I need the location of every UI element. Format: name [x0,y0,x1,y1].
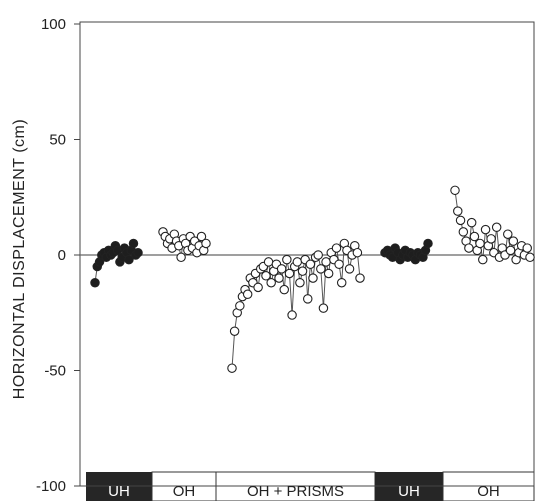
data-point [90,277,100,288]
data-point [453,206,463,216]
trial-connector [231,331,236,369]
data-point [486,234,496,244]
data-point [274,273,284,283]
data-point [287,310,297,320]
data-point [229,326,240,336]
data-point [458,227,469,237]
data-point [491,222,502,233]
data-point [124,254,134,265]
data-point [295,277,305,288]
data-point [478,254,488,265]
y-axis-title: HORIZONTAL DISPLACEMENT (cm) [11,119,28,399]
data-point [305,259,316,269]
data-point [321,257,331,267]
data-point [276,264,287,274]
data-point [331,243,342,253]
data-point [334,259,344,269]
condition-label: OH + PRISMS [247,483,344,500]
trial-connector [307,264,311,299]
data-point [133,247,143,258]
condition-label: UH [108,483,130,500]
condition-label: OH [477,483,500,500]
data-point [505,245,516,256]
condition-label: OH [173,483,196,500]
data-point [227,363,237,373]
data-point [292,257,303,267]
y-tick-label: -50 [44,363,66,380]
data-point [344,264,355,274]
trial-connector [291,266,296,316]
data-point [464,243,474,253]
data-point [196,231,207,242]
data-point [450,185,460,196]
data-point [455,215,466,226]
trial-connector [304,259,309,299]
condition-label: UH [398,483,420,500]
y-tick-label: 0 [58,247,66,264]
data-point [263,257,274,267]
data-point [423,238,433,249]
trial-connector [288,273,293,316]
data-point [266,277,276,288]
data-point [297,266,308,276]
data-point [318,303,329,313]
y-tick-label: -100 [36,478,66,495]
data-point [303,294,313,304]
data-point [355,273,365,283]
data-point [352,247,363,258]
data-point [261,271,271,281]
data-point [475,238,485,249]
data-point [242,289,253,300]
data-point [308,273,318,283]
data-point [282,254,292,265]
trial-connector [496,227,500,258]
y-tick-label: 100 [41,16,66,33]
data-point [480,224,491,235]
data-point [522,243,532,253]
plot-frame [79,21,535,487]
data-point [508,236,519,246]
data-point [128,238,139,249]
data-point [336,277,347,288]
trial-connector [322,261,327,309]
data-point [284,268,295,279]
data-point [525,252,535,263]
data-point [316,264,326,274]
data-point [235,301,245,311]
data-point [323,268,334,279]
data-point [253,282,263,293]
data-point [469,231,480,242]
trial-connector [320,268,324,309]
data-point [201,238,211,249]
data-point [466,217,477,228]
data-point [176,252,186,263]
y-tick-label: 50 [49,132,66,149]
data-point [503,229,513,239]
data-point [313,250,323,260]
data-point [279,284,289,295]
